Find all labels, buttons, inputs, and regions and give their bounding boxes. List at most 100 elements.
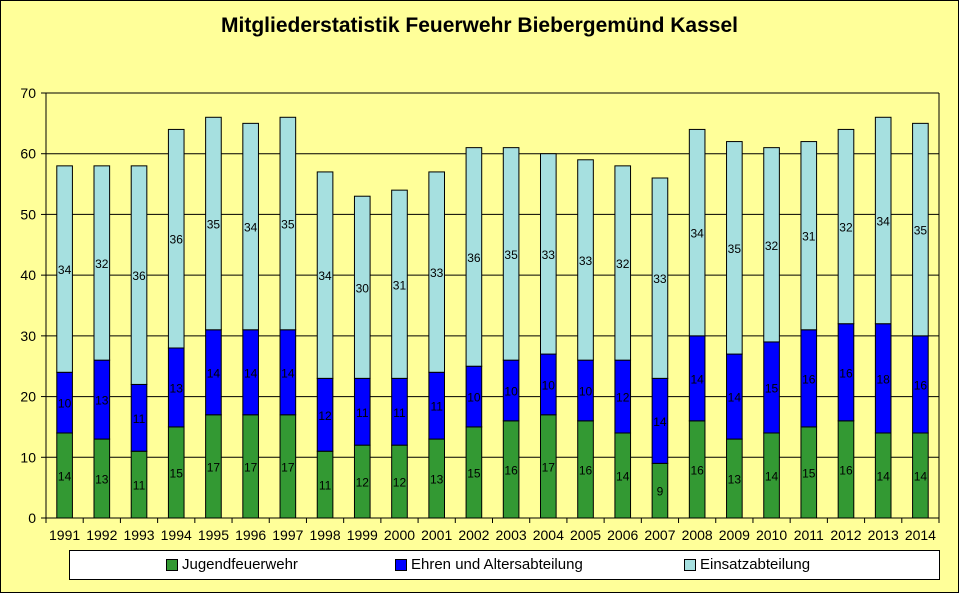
data-label: 13: [170, 381, 184, 395]
data-label: 15: [467, 466, 481, 480]
x-tick-label: 2011: [794, 527, 824, 543]
x-tick-label: 2001: [421, 527, 452, 543]
x-tick-label: 2000: [384, 527, 415, 543]
data-label: 17: [244, 460, 258, 474]
data-label: 33: [542, 248, 556, 262]
y-tick-label: 10: [20, 449, 36, 465]
data-label: 14: [207, 366, 221, 380]
data-label: 32: [765, 239, 779, 253]
data-label: 10: [579, 385, 593, 399]
y-tick-label: 0: [28, 510, 36, 526]
bar-segment: [242, 122, 259, 331]
bar-segment: [93, 165, 111, 361]
x-tick-label: 1996: [235, 527, 266, 543]
data-label: 32: [95, 257, 109, 271]
bar-segment: [428, 171, 446, 373]
data-label: 16: [690, 463, 704, 477]
data-label: 14: [281, 366, 295, 380]
data-label: 10: [467, 391, 481, 405]
data-label: 33: [430, 266, 444, 280]
data-label: 15: [765, 381, 779, 395]
bar-segment: [130, 165, 148, 385]
data-label: 32: [616, 257, 630, 271]
data-label: 33: [579, 254, 593, 268]
x-tick-label: 1994: [161, 527, 192, 543]
data-label: 9: [657, 485, 664, 499]
data-label: 33: [653, 272, 667, 286]
data-label: 34: [58, 263, 72, 277]
legend-item-jugendfeuerwehr: Jugendfeuerwehr: [166, 556, 298, 573]
data-label: 14: [914, 470, 928, 484]
legend-swatch: [395, 558, 407, 571]
data-label: 15: [802, 466, 816, 480]
data-label: 17: [281, 460, 295, 474]
bar-segment: [577, 159, 594, 361]
data-label: 13: [95, 394, 109, 408]
x-tick-label: 1997: [272, 527, 303, 543]
y-tick-label: 30: [20, 328, 36, 344]
y-tick-label: 60: [20, 146, 36, 162]
data-label: 16: [504, 463, 518, 477]
bar-segment: [539, 153, 557, 355]
bar-segment: [874, 116, 892, 325]
data-label: 36: [467, 251, 481, 265]
legend-label: Einsatzabteilung: [700, 556, 811, 573]
x-tick-label: 2004: [533, 527, 564, 543]
data-label: 16: [579, 463, 593, 477]
data-label: 35: [504, 248, 518, 262]
bar-segment: [56, 165, 73, 373]
data-label: 11: [393, 406, 406, 420]
legend-label: Jugendfeuerwehr: [182, 556, 298, 573]
bar-segment: [651, 177, 669, 379]
data-label: 34: [318, 269, 332, 283]
data-label: 10: [504, 385, 518, 399]
data-label: 11: [319, 479, 332, 493]
data-label: 16: [839, 463, 853, 477]
data-label: 31: [393, 278, 407, 292]
data-label: 32: [839, 221, 853, 235]
x-tick-label: 2012: [830, 527, 861, 543]
x-tick-label: 2013: [868, 527, 899, 543]
data-label: 14: [728, 391, 742, 405]
x-tick-label: 2003: [496, 527, 527, 543]
data-label: 10: [542, 378, 556, 392]
data-label: 11: [133, 479, 146, 493]
bar-segment: [279, 116, 297, 331]
x-tick-label: 1992: [86, 527, 117, 543]
bar-segment: [763, 147, 780, 343]
data-label: 16: [802, 372, 816, 386]
data-label: 14: [877, 470, 891, 484]
data-label: 14: [690, 372, 704, 386]
bar-segment: [800, 141, 818, 331]
data-label: 14: [58, 470, 72, 484]
x-tick-label: 1999: [347, 527, 378, 543]
data-label: 31: [802, 230, 816, 244]
bar-segment: [205, 116, 222, 331]
legend-item-ehren-und-altersabteilung: Ehren und Altersabteilung: [395, 556, 583, 573]
x-tick-label: 2010: [756, 527, 787, 543]
data-label: 30: [356, 281, 370, 295]
data-label: 12: [318, 409, 332, 423]
data-label: 12: [393, 476, 407, 490]
data-label: 12: [356, 476, 370, 490]
data-label: 12: [616, 391, 630, 405]
bar-segment: [502, 147, 520, 361]
x-tick-label: 1991: [49, 527, 80, 543]
x-tick-label: 2002: [458, 527, 489, 543]
data-label: 35: [281, 218, 295, 232]
data-label: 35: [728, 242, 742, 256]
legend-label: Ehren und Altersabteilung: [411, 556, 583, 573]
y-tick-label: 70: [20, 85, 36, 101]
bar-segment: [353, 195, 371, 379]
x-tick-label: 1993: [123, 527, 154, 543]
legend-swatch: [166, 558, 178, 571]
data-label: 34: [877, 215, 891, 229]
data-label: 11: [133, 412, 146, 426]
data-label: 10: [58, 397, 72, 411]
data-label: 36: [170, 233, 184, 247]
bar-segment: [167, 128, 185, 349]
y-tick-label: 40: [20, 267, 36, 283]
x-tick-label: 2008: [682, 527, 713, 543]
data-label: 17: [207, 460, 221, 474]
